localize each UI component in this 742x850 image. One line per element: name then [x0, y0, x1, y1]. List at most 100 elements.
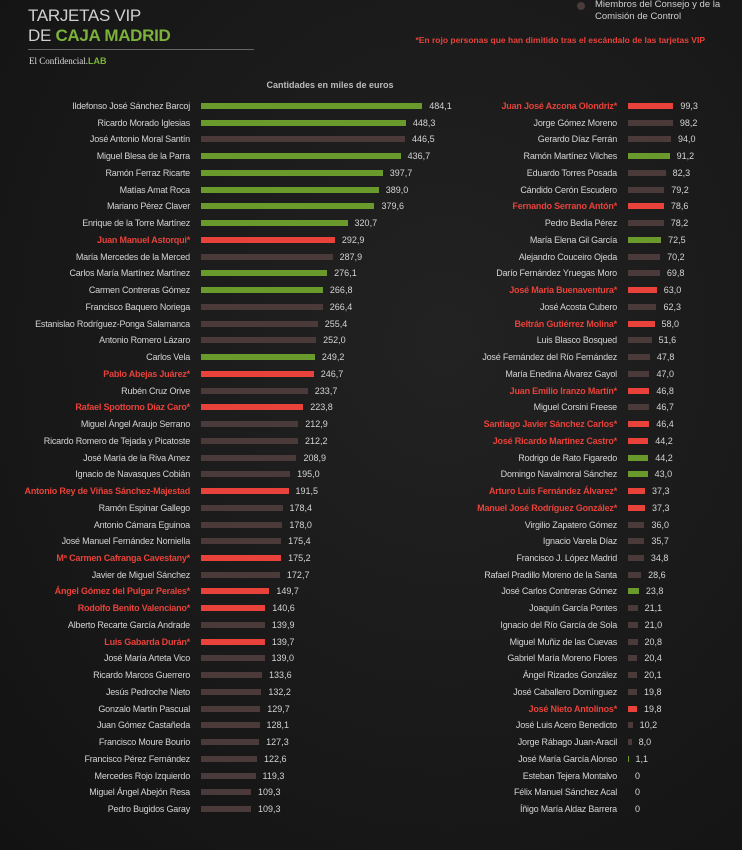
bar [201, 521, 283, 528]
bar-row: Pablo Abejas Juárez* 246,7 [0, 366, 742, 382]
bar-label: Mª Carmen Cafranga Cavestany* [56, 552, 190, 563]
bar-value-label: 35,7 [651, 536, 669, 547]
bar-value-label: 109,3 [257, 787, 281, 798]
bar-row: Mariano Pérez Claver 379,6 [0, 198, 742, 214]
bar-value-label: 37,3 [652, 502, 670, 513]
bar-value-label: 397,7 [389, 167, 413, 178]
bar-label: Alberto Recarte García Andrade [67, 619, 190, 630]
bar-row: Virgilio Zapatero Gómez 36,0 [0, 517, 742, 533]
bar-label: Antonio Romero Lázaro [99, 335, 190, 346]
bar-row: Miguel Ángel Araujo Serrano 212,9 [0, 416, 742, 432]
bar [628, 169, 666, 176]
bar-row: Juan Gómez Castañeda 128,1 [0, 717, 742, 733]
bar-value-label: 98,2 [679, 117, 698, 128]
bar-label: Mariano Pérez Claver [106, 201, 190, 212]
bar-row: Esteban Tejera Montalvo 0 [0, 768, 742, 784]
bar-value-label: 252,0 [323, 335, 346, 346]
bar-label: Juan Emilio Iranzo Martín* [509, 385, 618, 396]
bar-value-label: 58,0 [661, 318, 680, 329]
bar-row: Francisco Pérez Fernández 122,6 [0, 751, 742, 767]
bar-label: Luis Gabarda Durán* [104, 636, 190, 647]
bar-value-label: 249,2 [321, 352, 345, 363]
bar-value-label: 223,8 [310, 402, 333, 413]
title-line-1: TARJETAS VIP [28, 6, 141, 25]
bar [628, 119, 673, 126]
bar [628, 521, 645, 528]
bar-label: José Ricardo Martínez Castro* [492, 435, 617, 446]
bar-value-label: 320,7 [354, 218, 378, 229]
bar-value-label: 195,0 [297, 469, 320, 480]
bar-value-label: 0 [635, 804, 641, 815]
bar-label: Carlos María Martínez Martínez [69, 268, 190, 279]
bar-value-label: 212,9 [305, 419, 328, 430]
bar-value-label: 46,7 [656, 402, 674, 413]
bar-label: Ignacio del Río García de Sola [500, 619, 617, 630]
bar [201, 370, 314, 377]
bar-value-label: 212,2 [304, 435, 328, 446]
bar-label: Ángel Gómez del Pulgar Perales* [54, 586, 191, 597]
bar [628, 672, 638, 679]
bar-value-label: 446,5 [412, 134, 435, 145]
bar-label: Matías Amat Roca [119, 184, 191, 195]
bar [201, 337, 317, 344]
bar-row: Ramón Espinar Gallego 178,4 [0, 500, 742, 516]
bar-row: Eduardo Torres Posada 82,3 [0, 165, 742, 181]
bar-row: José Carlos Contreras Gómez 23,8 [0, 583, 742, 599]
bar-value-label: 36,0 [651, 519, 669, 530]
bar [201, 253, 333, 260]
bar-row: José María García Alonso 1,1 [0, 751, 742, 767]
bar [201, 136, 406, 143]
bar-row: María Mercedes de la Merced 287,9 [0, 249, 742, 265]
bar-label: Francisco J. López Madrid [516, 552, 617, 563]
bar-row: Juan Emilio Iranzo Martín* 46,8 [0, 383, 742, 399]
bar-label: Arturo Luis Fernández Álvarez* [488, 486, 617, 497]
bar-label: Manuel José Rodríguez González* [477, 502, 617, 513]
bar-value-label: 43,0 [654, 469, 673, 480]
bar-row: Gabriel María Moreno Flores 20,4 [0, 650, 742, 666]
bar-label: Beltrán Gutiérrez Molina* [514, 318, 617, 329]
bar-row: Miguel Ángel Abejón Resa 109,3 [0, 784, 742, 800]
bar-value-label: 172,7 [286, 569, 310, 580]
bar-row: Jesús Pedroche Nieto 132,2 [0, 684, 742, 700]
bar-row: Carlos Vela 249,2 [0, 349, 742, 365]
bar [201, 303, 323, 310]
bar-label: José Caballero Domínguez [513, 686, 617, 697]
bar-value-label: 79,2 [671, 184, 689, 195]
bar-row: Antonio Rey de Viñas Sánchez-Majestad 191… [0, 483, 742, 499]
bar-value-label: 132,2 [268, 686, 291, 697]
bar-value-label: 91,2 [676, 151, 695, 162]
title-prefix: DE [28, 26, 56, 45]
bar [628, 621, 638, 628]
bar-label: José María de la Riva Amez [83, 452, 190, 463]
bar [201, 739, 260, 746]
bar-row: Jorge Rábago Juan-Aracil 8,0 [0, 734, 742, 750]
bar-row: Pedro Bedia Pérez 78,2 [0, 215, 742, 231]
bar-value-label: 276,1 [334, 268, 357, 279]
bar-label: Ángel Rizados González [522, 670, 617, 681]
bar-row: Ángel Gómez del Pulgar Perales* 149,7 [0, 583, 742, 599]
bar [628, 320, 655, 327]
bar-value-label: 128,1 [266, 720, 290, 731]
bar [628, 504, 646, 511]
bar-row: Félix Manuel Sánchez Acal 0 [0, 784, 742, 800]
bar-row: José Acosta Cubero 62,3 [0, 299, 742, 315]
bar-value-label: 47,0 [656, 368, 674, 379]
bar-value-label: 72,5 [668, 234, 686, 245]
bar [201, 504, 283, 511]
bar [628, 337, 652, 344]
bar-label: Pablo Abejas Juárez* [103, 368, 190, 379]
bar-row: Gonzalo Martín Pascual 129,7 [0, 701, 742, 717]
bar-value-label: 63,0 [663, 285, 682, 296]
bar [628, 236, 662, 243]
bar [201, 454, 297, 461]
bar-label: Félix Manuel Sánchez Acal [513, 787, 617, 798]
bar-row: Domingo Navalmoral Sánchez 43,0 [0, 466, 742, 482]
bar [628, 421, 650, 428]
bar-label: Rubén Cruz Orive [121, 385, 190, 396]
bar-value-label: 109,3 [257, 804, 281, 815]
bar-row: Antonio Romero Lázaro 252,0 [0, 332, 742, 348]
bar-row: José Manuel Fernández Norniella 175,4 [0, 533, 742, 549]
bar-row: Francisco J. López Madrid 34,8 [0, 550, 742, 566]
bar-row: Luis Blasco Bosqued 51,6 [0, 332, 742, 348]
bar-label: Miguel Ángel Abejón Resa [89, 787, 190, 798]
